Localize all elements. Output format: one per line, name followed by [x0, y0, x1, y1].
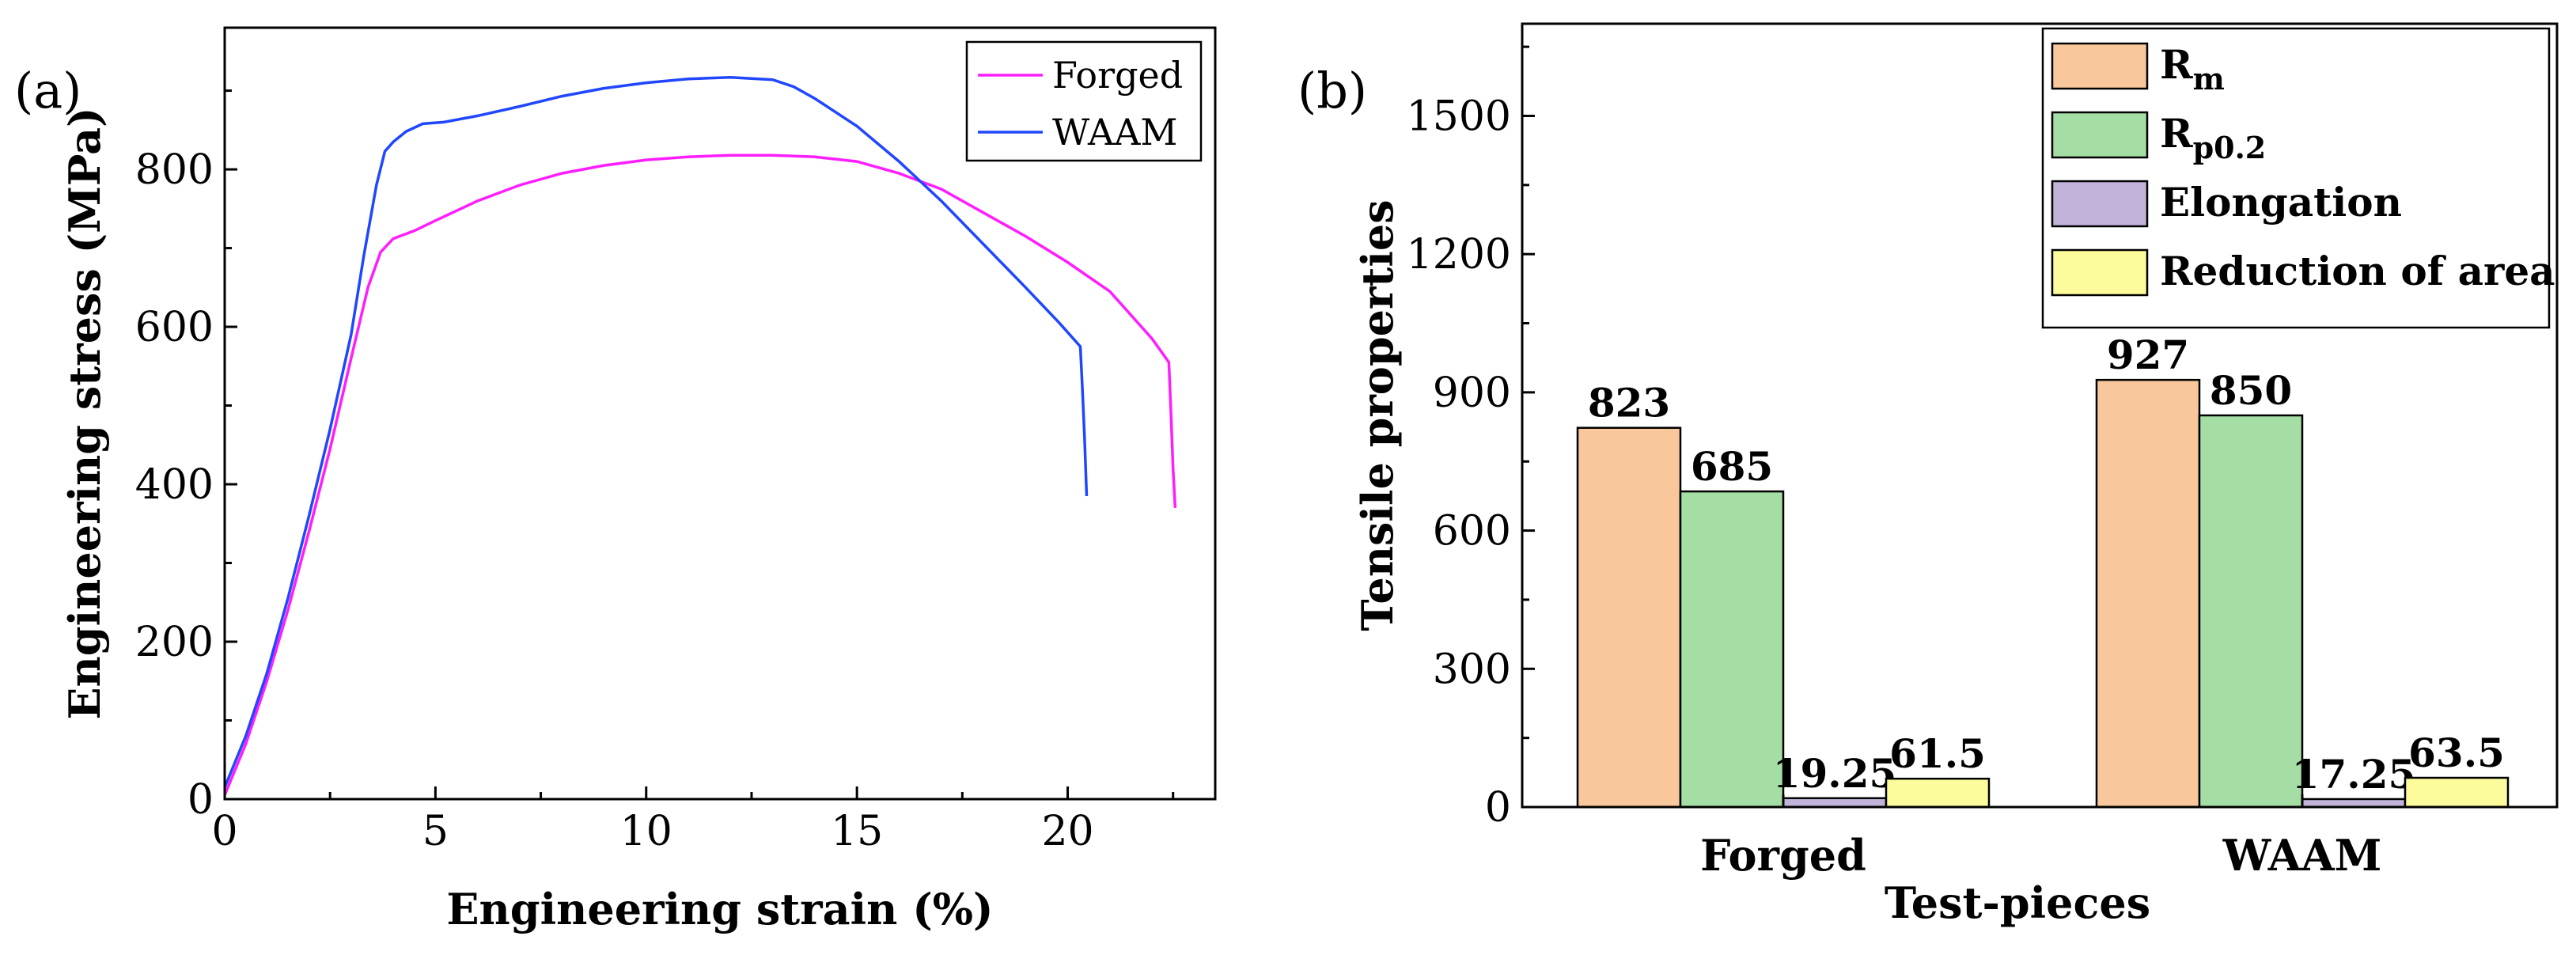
y-tick-label: 0	[1485, 784, 1511, 832]
y-tick-label: 400	[135, 461, 214, 509]
x-tick-label: 10	[620, 808, 672, 855]
x-tick-label: 20	[1041, 808, 1093, 855]
x-axis-title: Engineering strain (%)	[446, 884, 993, 934]
bar-data-label: 61.5	[1889, 730, 1986, 777]
bar-data-label: 850	[2210, 367, 2292, 414]
plot-frame	[1521, 22, 2559, 809]
y-tick-label: 600	[135, 304, 214, 351]
legend-label-subscript: m	[2193, 61, 2225, 97]
legend-swatch-3	[2051, 248, 2149, 297]
y-tick-label: 300	[1433, 646, 1511, 693]
bar-forged-series-1	[1679, 490, 1785, 809]
bar-waam-series-3	[2404, 776, 2510, 809]
legend-box	[965, 40, 1203, 162]
y-tick-label: 0	[188, 776, 214, 824]
x-tick-label: 15	[831, 808, 883, 855]
x-axis-title: Test-pieces	[1885, 877, 2150, 928]
y-tick-label: 800	[135, 146, 214, 194]
series-line-forged	[225, 153, 1177, 796]
x-tick-label: 0	[211, 808, 237, 855]
panel-label-a: (a)	[14, 62, 81, 119]
legend-label-main: R	[2160, 41, 2193, 88]
x-tick-label: 5	[422, 808, 449, 855]
bar-data-label: 823	[1588, 380, 1670, 426]
legend-label-subscript: p0.2	[2193, 130, 2267, 165]
bar-forged-series-3	[1885, 777, 1991, 809]
series-line-waam	[225, 75, 1089, 788]
legend-swatch-2	[2051, 180, 2149, 228]
y-tick-label: 200	[135, 619, 214, 666]
bar-forged-series-0	[1576, 426, 1682, 809]
legend-label-main: R	[2160, 110, 2193, 157]
bar-forged-series-2	[1782, 797, 1888, 809]
legend-label-3: Reduction of area	[2160, 248, 2555, 294]
bar-waam-series-1	[2198, 414, 2304, 809]
legend-label-main: Elongation	[2160, 179, 2402, 225]
y-tick-label: 900	[1433, 369, 1511, 417]
bar-data-label: 685	[1691, 443, 1773, 490]
legend-label-0: Rm	[2160, 41, 2225, 97]
bar-data-label: 927	[2107, 332, 2189, 378]
chart-b-tensile-properties: 823 927 685 850 19.25 17.25 61.5 63.5 0 300 600 900…	[1297, 22, 2559, 928]
category-label-waam: WAAM	[2222, 830, 2382, 881]
legend-a: Forged WAAM	[965, 40, 1203, 162]
legend-label-2: Elongation	[2160, 179, 2402, 225]
y-axis-title: Engineering stress (MPa)	[59, 107, 110, 719]
legend-swatch-0	[2051, 42, 2149, 90]
plot-frame	[223, 26, 1217, 801]
y-tick-label: 600	[1433, 508, 1511, 555]
y-tick-label: 1200	[1407, 231, 1511, 279]
bar-waam-series-2	[2301, 798, 2407, 809]
bar-waam-series-0	[2095, 378, 2201, 809]
panel-label-b: (b)	[1297, 62, 1367, 119]
legend-label-forged: Forged	[1052, 54, 1183, 97]
y-axis-title: Tensile properties	[1352, 199, 1403, 631]
bar-data-label: 63.5	[2408, 730, 2505, 776]
bar-data-label: 19.25	[1773, 750, 1897, 797]
legend-label-waam: WAAM	[1052, 111, 1178, 153]
category-label-forged: Forged	[1700, 830, 1866, 881]
bar-data-label: 17.25	[2292, 751, 2416, 798]
legend-label-1: Rp0.2	[2160, 110, 2266, 165]
y-tick-label: 1500	[1407, 93, 1511, 140]
legend-label-main: Reduction of area	[2160, 248, 2555, 294]
legend-swatch-1	[2051, 111, 2149, 159]
